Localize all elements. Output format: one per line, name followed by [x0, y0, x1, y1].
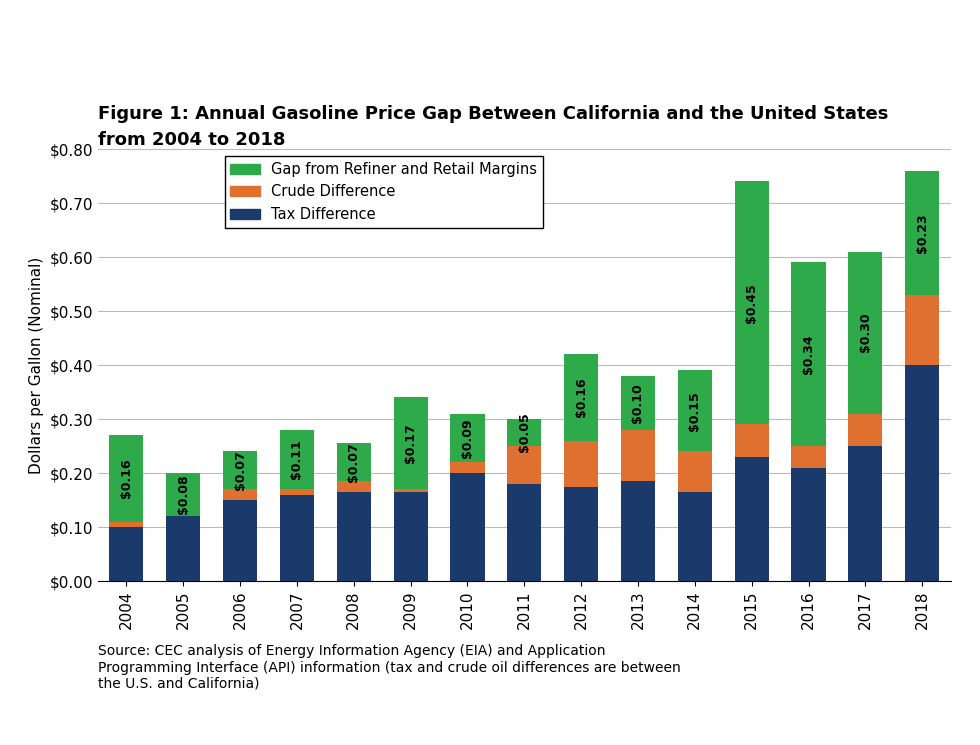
Text: Source: CEC analysis of Energy Information Agency (EIA) and Application
Programm: Source: CEC analysis of Energy Informati…: [98, 644, 681, 691]
Bar: [337, 481, 370, 492]
Bar: [792, 446, 825, 468]
Bar: [792, 262, 825, 446]
Bar: [564, 355, 598, 441]
Text: $0.11: $0.11: [290, 440, 304, 480]
Bar: [564, 486, 598, 581]
Bar: [280, 489, 314, 495]
Legend: Gap from Refiner and Retail Margins, Crude Difference, Tax Difference: Gap from Refiner and Retail Margins, Cru…: [224, 156, 543, 227]
Text: $0.09: $0.09: [461, 418, 474, 457]
Bar: [508, 446, 541, 484]
Bar: [337, 443, 370, 481]
Bar: [394, 489, 427, 492]
Bar: [451, 473, 484, 581]
Text: $0.30: $0.30: [858, 313, 872, 352]
Bar: [678, 370, 711, 451]
Bar: [110, 522, 143, 527]
Text: $0.10: $0.10: [631, 383, 645, 422]
Bar: [110, 527, 143, 581]
Text: $0.07: $0.07: [233, 451, 247, 490]
Bar: [451, 462, 484, 473]
Bar: [223, 451, 257, 489]
Bar: [508, 419, 541, 446]
Bar: [110, 435, 143, 522]
Bar: [906, 295, 939, 365]
Bar: [735, 425, 768, 457]
Bar: [223, 489, 257, 500]
Y-axis label: Dollars per Gallon (Nominal): Dollars per Gallon (Nominal): [29, 256, 44, 474]
Bar: [678, 451, 711, 492]
Text: $0.07: $0.07: [347, 443, 361, 482]
Bar: [906, 365, 939, 581]
Bar: [337, 492, 370, 581]
Text: $0.23: $0.23: [915, 213, 929, 253]
Bar: [792, 468, 825, 581]
Bar: [167, 516, 200, 581]
Text: $0.15: $0.15: [688, 391, 702, 431]
Bar: [735, 457, 768, 581]
Bar: [451, 413, 484, 462]
Text: $0.08: $0.08: [176, 475, 190, 515]
Bar: [906, 171, 939, 295]
Bar: [621, 375, 655, 430]
Bar: [508, 484, 541, 581]
Text: $0.34: $0.34: [802, 335, 815, 374]
Text: $0.45: $0.45: [745, 283, 759, 323]
Bar: [849, 413, 882, 446]
Text: $0.16: $0.16: [120, 459, 133, 498]
Bar: [280, 495, 314, 581]
Bar: [621, 430, 655, 481]
Bar: [678, 492, 711, 581]
Bar: [564, 441, 598, 486]
Bar: [280, 430, 314, 489]
Text: $0.05: $0.05: [517, 413, 531, 452]
Bar: [394, 492, 427, 581]
Bar: [223, 500, 257, 581]
Bar: [621, 481, 655, 581]
Bar: [849, 446, 882, 581]
Bar: [849, 252, 882, 413]
Text: from 2004 to 2018: from 2004 to 2018: [98, 131, 285, 149]
Bar: [167, 473, 200, 516]
Bar: [394, 398, 427, 489]
Text: Figure 1: Annual Gasoline Price Gap Between California and the United States: Figure 1: Annual Gasoline Price Gap Betw…: [98, 105, 889, 123]
Text: $0.16: $0.16: [574, 378, 588, 417]
Bar: [735, 182, 768, 425]
Text: $0.17: $0.17: [404, 423, 417, 463]
